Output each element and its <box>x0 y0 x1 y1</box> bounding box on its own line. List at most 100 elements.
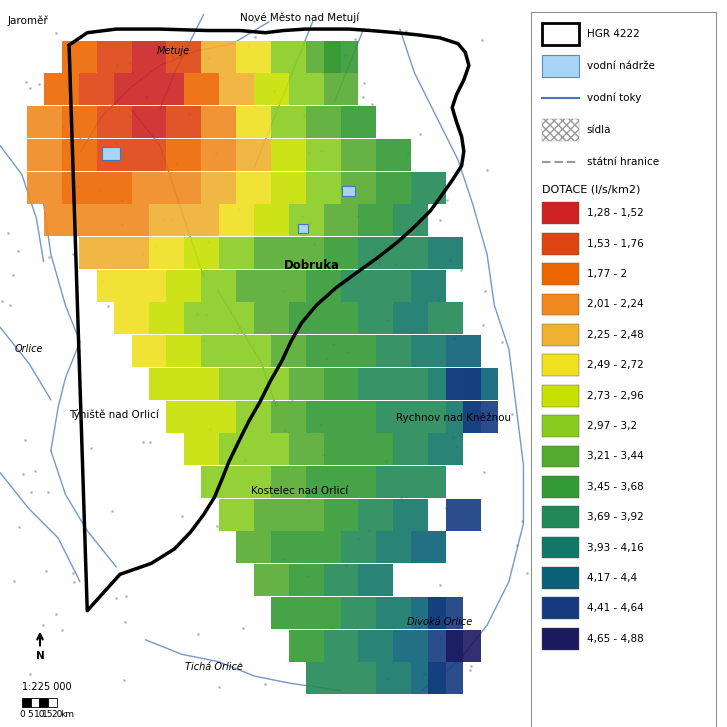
Bar <box>149 302 184 334</box>
Text: 20: 20 <box>51 710 63 718</box>
Bar <box>271 531 306 563</box>
Point <box>403 147 414 158</box>
Point <box>327 339 339 350</box>
Point <box>317 68 329 79</box>
Point <box>442 194 454 206</box>
Bar <box>219 433 254 465</box>
Point <box>50 608 62 619</box>
Point <box>559 120 571 132</box>
Bar <box>102 147 120 160</box>
Bar <box>184 237 219 269</box>
Point <box>144 436 156 448</box>
Point <box>302 495 314 507</box>
Point <box>213 681 225 693</box>
Text: 15: 15 <box>42 710 54 718</box>
Bar <box>376 270 411 302</box>
Point <box>395 491 407 503</box>
Point <box>400 25 411 36</box>
Bar <box>289 564 324 596</box>
Point <box>4 300 16 311</box>
Text: 1,28 - 1,52: 1,28 - 1,52 <box>587 209 643 218</box>
Bar <box>542 506 579 528</box>
Point <box>116 194 128 206</box>
Bar <box>62 139 97 171</box>
Bar <box>184 302 219 334</box>
Bar <box>428 597 463 629</box>
Bar <box>166 270 201 302</box>
Point <box>126 66 138 78</box>
Bar <box>393 237 428 269</box>
Point <box>435 214 446 226</box>
Bar <box>376 531 411 563</box>
Bar <box>114 204 149 236</box>
Text: Rychnov nad Kněžnou: Rychnov nad Kněžnou <box>396 413 511 423</box>
Point <box>237 622 249 633</box>
Point <box>210 147 222 158</box>
Bar <box>324 499 358 531</box>
Bar <box>376 172 411 204</box>
Bar <box>542 294 579 316</box>
Text: 3,21 - 3,44: 3,21 - 3,44 <box>587 451 643 462</box>
Point <box>418 667 430 679</box>
Bar <box>446 630 481 662</box>
Bar <box>428 433 463 465</box>
Bar <box>542 415 579 437</box>
Point <box>412 622 424 633</box>
Text: HGR 4222: HGR 4222 <box>587 29 640 39</box>
Point <box>20 435 31 446</box>
Bar <box>166 401 201 433</box>
Bar <box>79 73 114 105</box>
Point <box>529 83 541 95</box>
Text: 4,65 - 4,88: 4,65 - 4,88 <box>587 634 643 643</box>
Point <box>43 251 55 262</box>
Point <box>374 257 386 269</box>
Point <box>165 214 177 226</box>
Point <box>140 92 152 103</box>
Point <box>546 388 558 400</box>
Bar <box>542 598 579 619</box>
Bar <box>393 368 428 400</box>
Point <box>119 675 130 686</box>
Bar <box>463 401 498 433</box>
Point <box>478 467 490 478</box>
Bar <box>446 335 481 367</box>
Point <box>219 470 230 482</box>
Point <box>259 678 270 690</box>
Bar <box>298 224 308 233</box>
Point <box>380 456 392 467</box>
Point <box>357 92 369 103</box>
Bar <box>376 466 411 498</box>
Bar <box>97 139 132 171</box>
Text: 5: 5 <box>28 710 33 718</box>
Text: 2,73 - 2,96: 2,73 - 2,96 <box>587 390 643 401</box>
Bar <box>254 302 289 334</box>
Bar <box>236 466 271 498</box>
Point <box>464 664 475 676</box>
Bar <box>236 401 271 433</box>
Bar <box>166 172 201 204</box>
Point <box>555 650 566 662</box>
Bar <box>219 368 254 400</box>
Point <box>382 314 393 326</box>
Bar <box>236 139 271 171</box>
Bar <box>306 335 341 367</box>
Bar <box>542 324 579 346</box>
Point <box>479 286 491 297</box>
Bar <box>376 401 411 433</box>
Text: Divoká Orlice: Divoká Orlice <box>407 616 473 627</box>
Point <box>286 196 297 208</box>
Bar <box>27 139 62 171</box>
Text: Orlice: Orlice <box>15 344 43 354</box>
Point <box>298 109 310 121</box>
Bar <box>97 270 132 302</box>
Bar <box>358 564 393 596</box>
Bar <box>358 302 393 334</box>
Point <box>231 326 243 338</box>
Bar <box>132 41 166 73</box>
Text: Týniště nad Orlicí: Týniště nad Orlicí <box>69 409 159 420</box>
Point <box>431 659 443 671</box>
Text: 1,53 - 1,76: 1,53 - 1,76 <box>587 238 643 249</box>
Bar <box>289 433 324 465</box>
Point <box>119 616 130 628</box>
Bar <box>184 73 219 105</box>
